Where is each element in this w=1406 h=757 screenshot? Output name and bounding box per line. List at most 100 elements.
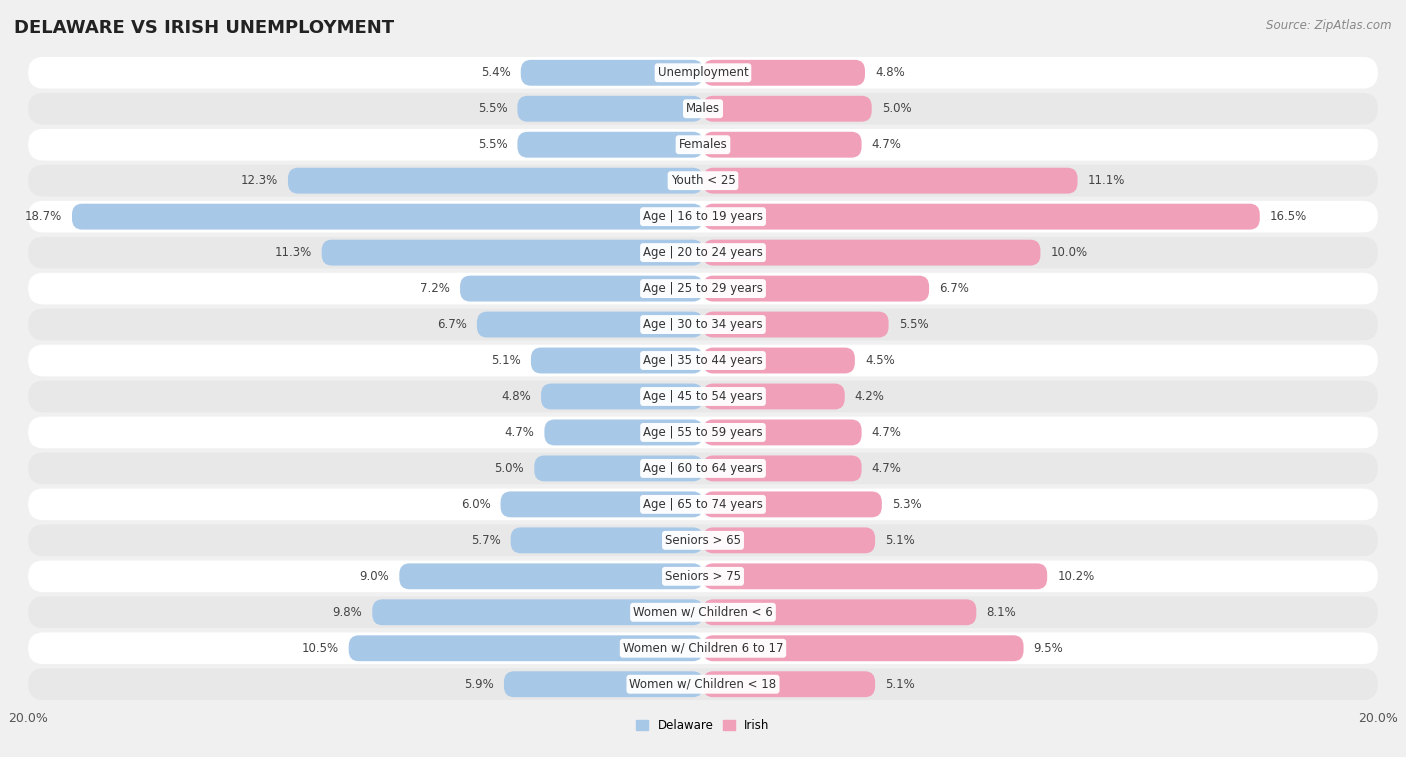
FancyBboxPatch shape — [703, 384, 845, 410]
Text: 5.5%: 5.5% — [478, 139, 508, 151]
Text: 4.8%: 4.8% — [501, 390, 531, 403]
FancyBboxPatch shape — [703, 204, 1260, 229]
FancyBboxPatch shape — [703, 635, 1024, 661]
FancyBboxPatch shape — [703, 312, 889, 338]
Text: 10.0%: 10.0% — [1050, 246, 1088, 259]
Text: Youth < 25: Youth < 25 — [671, 174, 735, 187]
FancyBboxPatch shape — [288, 168, 703, 194]
Text: Age | 35 to 44 years: Age | 35 to 44 years — [643, 354, 763, 367]
FancyBboxPatch shape — [28, 165, 1378, 197]
FancyBboxPatch shape — [460, 276, 703, 301]
Legend: Delaware, Irish: Delaware, Irish — [631, 715, 775, 737]
FancyBboxPatch shape — [349, 635, 703, 661]
FancyBboxPatch shape — [28, 129, 1378, 160]
FancyBboxPatch shape — [28, 344, 1378, 376]
Text: Age | 25 to 29 years: Age | 25 to 29 years — [643, 282, 763, 295]
FancyBboxPatch shape — [28, 668, 1378, 700]
Text: DELAWARE VS IRISH UNEMPLOYMENT: DELAWARE VS IRISH UNEMPLOYMENT — [14, 19, 394, 37]
Text: 5.1%: 5.1% — [886, 678, 915, 690]
Text: 9.5%: 9.5% — [1033, 642, 1063, 655]
FancyBboxPatch shape — [503, 671, 703, 697]
FancyBboxPatch shape — [703, 60, 865, 86]
Text: 5.5%: 5.5% — [478, 102, 508, 115]
Text: Women w/ Children < 18: Women w/ Children < 18 — [630, 678, 776, 690]
Text: 4.5%: 4.5% — [865, 354, 894, 367]
Text: 6.7%: 6.7% — [939, 282, 969, 295]
FancyBboxPatch shape — [531, 347, 703, 373]
Text: 5.9%: 5.9% — [464, 678, 494, 690]
Text: Women w/ Children 6 to 17: Women w/ Children 6 to 17 — [623, 642, 783, 655]
FancyBboxPatch shape — [703, 96, 872, 122]
Text: 5.7%: 5.7% — [471, 534, 501, 547]
FancyBboxPatch shape — [28, 237, 1378, 269]
Text: 16.5%: 16.5% — [1270, 210, 1308, 223]
Text: 8.1%: 8.1% — [987, 606, 1017, 618]
Text: Age | 65 to 74 years: Age | 65 to 74 years — [643, 498, 763, 511]
FancyBboxPatch shape — [703, 240, 1040, 266]
Text: Unemployment: Unemployment — [658, 67, 748, 79]
Text: 5.0%: 5.0% — [882, 102, 911, 115]
Text: Source: ZipAtlas.com: Source: ZipAtlas.com — [1267, 19, 1392, 32]
Text: 5.0%: 5.0% — [495, 462, 524, 475]
Text: 4.7%: 4.7% — [505, 426, 534, 439]
Text: 7.2%: 7.2% — [420, 282, 450, 295]
Text: 5.4%: 5.4% — [481, 67, 510, 79]
FancyBboxPatch shape — [28, 525, 1378, 556]
Text: 6.0%: 6.0% — [461, 498, 491, 511]
Text: 10.2%: 10.2% — [1057, 570, 1094, 583]
Text: Age | 30 to 34 years: Age | 30 to 34 years — [643, 318, 763, 331]
FancyBboxPatch shape — [703, 563, 1047, 589]
FancyBboxPatch shape — [510, 528, 703, 553]
FancyBboxPatch shape — [28, 488, 1378, 520]
Text: Age | 55 to 59 years: Age | 55 to 59 years — [643, 426, 763, 439]
Text: 9.8%: 9.8% — [332, 606, 363, 618]
FancyBboxPatch shape — [703, 456, 862, 481]
FancyBboxPatch shape — [703, 491, 882, 517]
Text: Women w/ Children < 6: Women w/ Children < 6 — [633, 606, 773, 618]
Text: Females: Females — [679, 139, 727, 151]
FancyBboxPatch shape — [373, 600, 703, 625]
FancyBboxPatch shape — [544, 419, 703, 445]
Text: 10.5%: 10.5% — [301, 642, 339, 655]
Text: 4.7%: 4.7% — [872, 462, 901, 475]
FancyBboxPatch shape — [28, 57, 1378, 89]
FancyBboxPatch shape — [28, 632, 1378, 664]
FancyBboxPatch shape — [517, 132, 703, 157]
Text: Age | 45 to 54 years: Age | 45 to 54 years — [643, 390, 763, 403]
Text: 11.1%: 11.1% — [1088, 174, 1125, 187]
FancyBboxPatch shape — [703, 276, 929, 301]
FancyBboxPatch shape — [541, 384, 703, 410]
Text: Age | 16 to 19 years: Age | 16 to 19 years — [643, 210, 763, 223]
Text: 9.0%: 9.0% — [360, 570, 389, 583]
Text: 11.3%: 11.3% — [274, 246, 312, 259]
FancyBboxPatch shape — [703, 347, 855, 373]
FancyBboxPatch shape — [28, 273, 1378, 304]
FancyBboxPatch shape — [28, 93, 1378, 125]
FancyBboxPatch shape — [703, 528, 875, 553]
FancyBboxPatch shape — [322, 240, 703, 266]
FancyBboxPatch shape — [28, 201, 1378, 232]
FancyBboxPatch shape — [520, 60, 703, 86]
FancyBboxPatch shape — [28, 597, 1378, 628]
FancyBboxPatch shape — [703, 419, 862, 445]
FancyBboxPatch shape — [477, 312, 703, 338]
FancyBboxPatch shape — [28, 560, 1378, 592]
Text: 4.7%: 4.7% — [872, 139, 901, 151]
Text: Age | 20 to 24 years: Age | 20 to 24 years — [643, 246, 763, 259]
FancyBboxPatch shape — [72, 204, 703, 229]
FancyBboxPatch shape — [703, 168, 1077, 194]
FancyBboxPatch shape — [28, 309, 1378, 341]
Text: 5.3%: 5.3% — [891, 498, 921, 511]
Text: Age | 60 to 64 years: Age | 60 to 64 years — [643, 462, 763, 475]
Text: Seniors > 65: Seniors > 65 — [665, 534, 741, 547]
FancyBboxPatch shape — [28, 381, 1378, 413]
Text: 4.2%: 4.2% — [855, 390, 884, 403]
FancyBboxPatch shape — [28, 416, 1378, 448]
Text: Seniors > 75: Seniors > 75 — [665, 570, 741, 583]
Text: 6.7%: 6.7% — [437, 318, 467, 331]
FancyBboxPatch shape — [501, 491, 703, 517]
FancyBboxPatch shape — [703, 600, 976, 625]
FancyBboxPatch shape — [534, 456, 703, 481]
FancyBboxPatch shape — [399, 563, 703, 589]
Text: 12.3%: 12.3% — [240, 174, 278, 187]
